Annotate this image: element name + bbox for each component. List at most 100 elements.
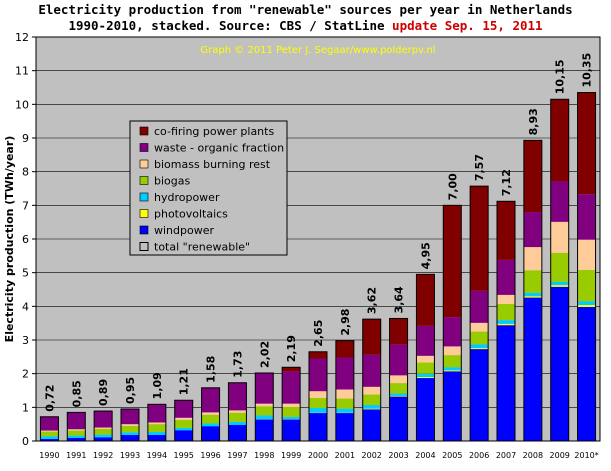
bar-total-outline: [254, 372, 274, 442]
bar-segment: [362, 354, 381, 387]
bar-segment: [335, 357, 354, 390]
y-tick-label: 5: [22, 267, 29, 280]
bar-segment: [416, 362, 435, 374]
bar-segment: [255, 373, 274, 404]
bar-segment: [121, 409, 139, 425]
x-tick-label: 1999: [281, 451, 301, 460]
y-tick-label: 8: [22, 166, 29, 179]
bar-segment: [470, 322, 489, 332]
bar-segment: [94, 427, 113, 429]
bar-segment: [389, 383, 408, 394]
bar-total-outline: [442, 204, 462, 442]
bar-segment: [309, 358, 327, 392]
bar-segment: [201, 426, 220, 441]
bar-segment: [389, 318, 408, 345]
bar-segment: [147, 404, 166, 423]
bar-segment: [523, 212, 542, 248]
x-tick-label: 1994: [147, 451, 167, 460]
legend-swatch: [139, 192, 149, 202]
bar-segment: [67, 435, 86, 438]
bar-segment: [362, 386, 381, 395]
bar-segment: [523, 140, 542, 213]
bar-segment: [362, 394, 381, 405]
bar-segment: [228, 410, 247, 413]
bar-segment: [550, 181, 569, 222]
bar-total-outline: [415, 273, 435, 442]
bar-segment: [362, 404, 381, 409]
bar-segment: [282, 367, 301, 372]
total-data-label: 7,12: [500, 169, 513, 196]
total-data-label: 1,09: [151, 372, 164, 399]
bar-total-outline: [335, 340, 355, 442]
bar-segment: [550, 286, 569, 441]
bar-segment: [282, 403, 301, 407]
bar-segment: [443, 355, 462, 368]
y-tick-label: 0: [22, 435, 29, 448]
total-data-label: 2,65: [312, 320, 325, 347]
bar-segment: [577, 194, 596, 240]
bar-segment: [389, 393, 408, 396]
bar-segment: [577, 301, 596, 305]
x-tick-label: 1997: [227, 451, 247, 460]
total-data-label: 0,72: [43, 385, 56, 412]
bar-segment: [335, 408, 354, 413]
bar-segment: [121, 432, 139, 435]
bar-segment: [362, 408, 381, 410]
bar-segment: [121, 425, 139, 433]
bar-segment: [523, 297, 542, 441]
legend-swatch: [139, 209, 149, 218]
bar-segment: [497, 259, 515, 295]
total-data-label: 2,02: [258, 341, 271, 368]
bar-segment: [201, 387, 220, 413]
total-data-label: 3,62: [366, 287, 379, 314]
bar-segment: [147, 424, 166, 432]
bar-total-outline: [362, 318, 382, 442]
x-tick-label: 2002: [362, 451, 382, 460]
bar-segment: [335, 398, 354, 409]
bar-segment: [201, 414, 220, 424]
total-data-label: 7,57: [473, 154, 486, 181]
credit-label: Graph © 2011 Peter J. Segaar/www.polderp…: [200, 45, 435, 56]
legend-swatch: [139, 126, 149, 136]
legend-label: biomass burning rest: [154, 158, 271, 171]
bar-segment: [147, 431, 166, 435]
y-tick-label: 2: [22, 368, 29, 381]
bar-total-outline: [550, 98, 570, 442]
bar-segment: [416, 325, 435, 356]
bar-segment: [282, 416, 301, 420]
title-update: update Sep. 15, 2011: [392, 18, 543, 33]
bar-segment: [174, 400, 193, 418]
bar-segment: [309, 351, 327, 359]
y-tick-label: 12: [15, 31, 29, 44]
legend-label: windpower: [154, 224, 214, 237]
legend-label: hydropower: [154, 191, 220, 204]
bar-total-outline: [147, 403, 167, 442]
total-data-label: 3,64: [393, 286, 406, 313]
bar-segment: [228, 382, 247, 411]
bar-segment: [174, 419, 193, 428]
x-tick-label: 2006: [469, 451, 489, 460]
total-data-label: 4,95: [419, 242, 432, 269]
total-data-label: 1,21: [178, 368, 191, 395]
bar-segment: [174, 427, 193, 431]
bar-segment: [443, 317, 462, 347]
bar-segment: [335, 389, 354, 399]
bar-segment: [282, 419, 301, 441]
x-tick-label: 1993: [120, 451, 140, 460]
y-tick-label: 9: [22, 132, 29, 145]
bar-segment: [389, 395, 408, 397]
bar-total-outline: [469, 185, 489, 442]
bar-segment: [40, 431, 59, 437]
x-tick-label: 1992: [93, 451, 113, 460]
bar-total-outline: [66, 411, 86, 442]
bar-segment: [94, 428, 113, 435]
bar-segment: [67, 430, 86, 436]
y-tick-label: 11: [15, 65, 29, 78]
bar-segment: [67, 429, 86, 431]
y-tick-label: 1: [22, 401, 29, 414]
bar-total-outline: [389, 317, 409, 442]
bar-segment: [255, 406, 274, 416]
bar-segment: [255, 419, 274, 441]
bar-segment: [497, 323, 515, 326]
total-data-label: 8,93: [527, 108, 540, 135]
